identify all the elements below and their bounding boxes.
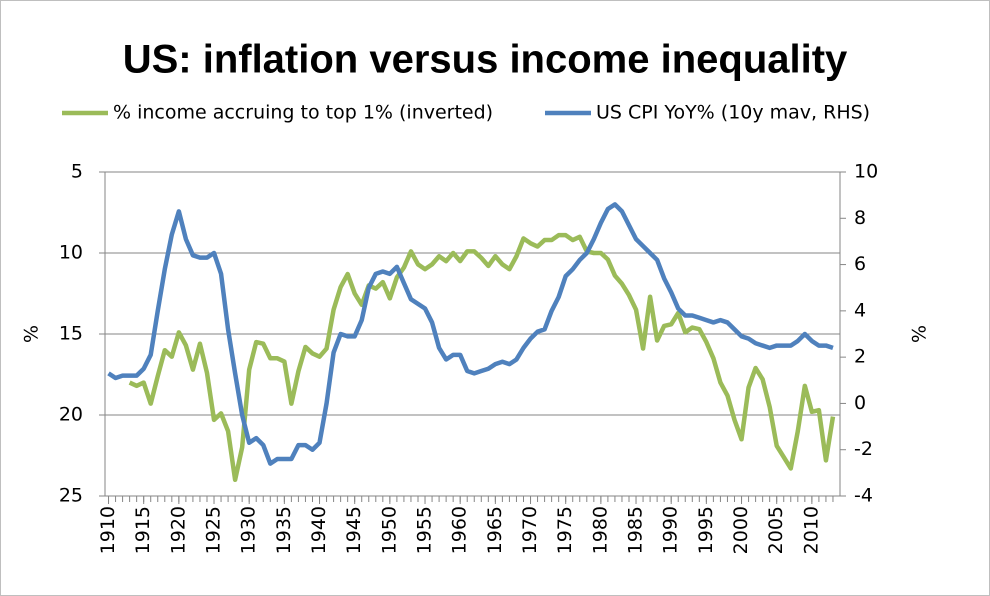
y-tick-label: 25 — [59, 485, 83, 507]
y-axis-label: % — [21, 325, 43, 343]
x-tick-label: 1960 — [449, 506, 471, 554]
x-tick-label: 1935 — [273, 506, 295, 554]
y2-tick-label: 0 — [854, 392, 866, 414]
x-tick-label: 1990 — [660, 506, 682, 554]
y2-axis-label: % — [909, 325, 931, 343]
y2-tick-label: 2 — [854, 346, 866, 368]
series-line — [107, 202, 834, 466]
y-tick-label: 20 — [59, 404, 83, 426]
legend-label: % income accruing to top 1% (inverted) — [113, 102, 493, 124]
y-tick-label: 15 — [59, 323, 83, 345]
x-tick-label: 2000 — [730, 506, 752, 554]
y2-tick-label: 8 — [854, 207, 866, 229]
x-tick-label: 1985 — [625, 506, 647, 554]
x-tick-label: 1950 — [378, 506, 400, 554]
x-tick-label: 1995 — [695, 506, 717, 554]
x-tick-label: 2005 — [765, 506, 787, 554]
x-tick-label: 1955 — [414, 506, 436, 554]
y-tick-label: 10 — [59, 242, 83, 264]
legend-label: US CPI YoY% (10y mav, RHS) — [596, 102, 870, 124]
x-tick-label: 1910 — [97, 506, 119, 554]
y2-tick-label: -4 — [854, 485, 873, 507]
x-tick-label: 1940 — [308, 506, 330, 554]
x-tick-label: 1925 — [203, 506, 225, 554]
chart-title: US: inflation versus income inequality — [123, 38, 848, 82]
series-line — [128, 232, 836, 483]
x-tick-label: 1970 — [519, 506, 541, 554]
x-tick-label: 1965 — [484, 506, 506, 554]
x-tick-label: 1930 — [238, 506, 260, 554]
y2-tick-label: -2 — [854, 438, 873, 460]
x-tick-label: 1980 — [589, 506, 611, 554]
x-tick-label: 1915 — [132, 506, 154, 554]
y2-tick-label: 4 — [854, 299, 866, 321]
x-tick-label: 1920 — [167, 506, 189, 554]
y2-tick-label: 10 — [854, 161, 878, 183]
y-tick-label: 5 — [71, 161, 83, 183]
y2-tick-label: 6 — [854, 253, 866, 275]
x-tick-label: 1945 — [343, 506, 365, 554]
x-tick-label: 1975 — [554, 506, 576, 554]
x-tick-label: 2010 — [800, 506, 822, 554]
